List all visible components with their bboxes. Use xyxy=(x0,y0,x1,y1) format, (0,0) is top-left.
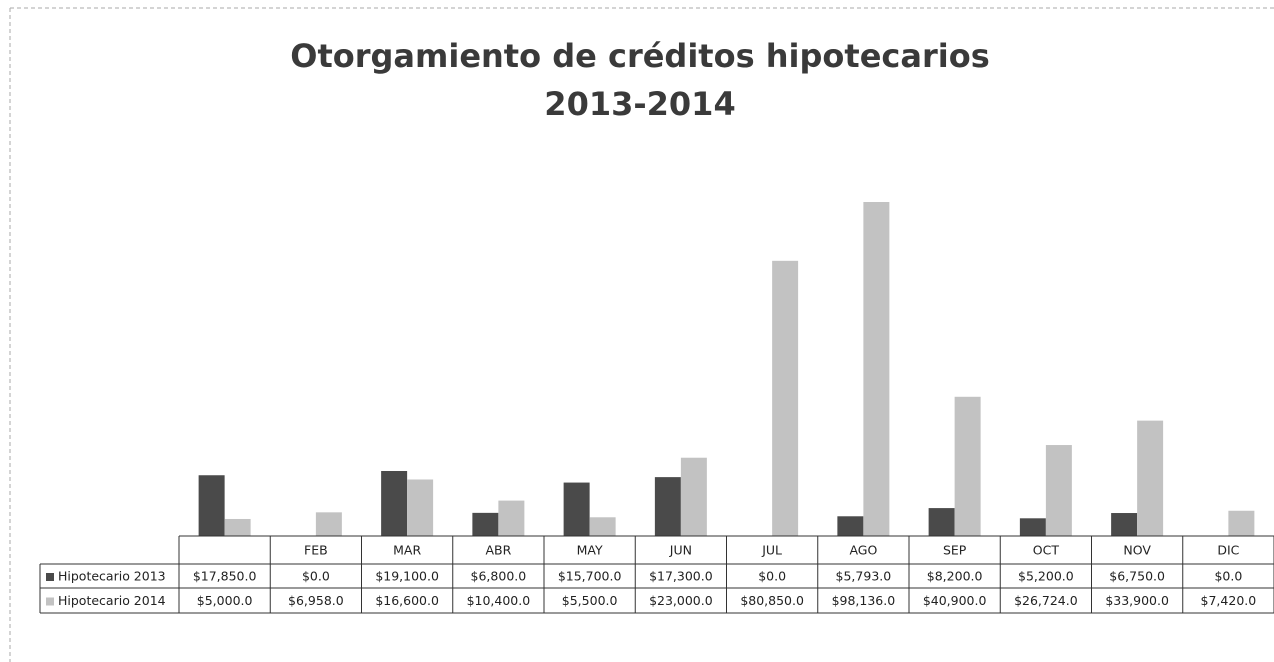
legend-swatch xyxy=(46,573,54,581)
legend-label: Hipotecario 2014 xyxy=(58,593,166,608)
category-label: MAR xyxy=(393,543,421,558)
chart-subtitle: 2013-2014 xyxy=(544,85,735,123)
bar xyxy=(654,477,681,536)
bar xyxy=(680,457,707,536)
table-value: $15,700.0 xyxy=(558,569,622,584)
table-value: $5,793.0 xyxy=(836,569,892,584)
table-value: $33,900.0 xyxy=(1105,593,1169,608)
category-label: ABR xyxy=(485,543,511,558)
bar xyxy=(772,260,799,536)
bar xyxy=(407,479,434,536)
legend-label: Hipotecario 2013 xyxy=(58,569,166,584)
table-value: $17,300.0 xyxy=(649,569,713,584)
bar xyxy=(315,512,342,536)
bar xyxy=(1137,420,1164,536)
table-value: $0.0 xyxy=(1214,569,1242,584)
table-value: $98,136.0 xyxy=(832,593,896,608)
table-value: $5,500.0 xyxy=(562,593,618,608)
category-label: JUN xyxy=(669,543,692,558)
bar xyxy=(1111,513,1138,536)
bar xyxy=(863,202,890,536)
category-label: AGO xyxy=(849,543,877,558)
category-label: MAY xyxy=(577,543,603,558)
table-value: $23,000.0 xyxy=(649,593,713,608)
bar xyxy=(1228,510,1255,536)
table-value: $80,850.0 xyxy=(740,593,804,608)
table-value: $19,100.0 xyxy=(375,569,439,584)
table-value: $0.0 xyxy=(302,569,330,584)
legend-swatch xyxy=(46,597,54,606)
category-label: FEB xyxy=(304,543,328,558)
bar xyxy=(589,517,616,536)
table-value: $26,724.0 xyxy=(1014,593,1078,608)
category-label: SEP xyxy=(943,543,967,558)
table-value: $17,850.0 xyxy=(193,569,257,584)
bar xyxy=(954,396,981,536)
category-label: OCT xyxy=(1033,543,1060,558)
category-label: DIC xyxy=(1217,543,1239,558)
table-value: $16,600.0 xyxy=(375,593,439,608)
category-label: JUL xyxy=(761,543,782,558)
bar xyxy=(928,508,955,536)
bar xyxy=(1019,518,1046,536)
bar xyxy=(381,470,408,536)
table-value: $40,900.0 xyxy=(923,593,987,608)
table-value: $7,420.0 xyxy=(1201,593,1257,608)
bar xyxy=(224,518,251,536)
bar xyxy=(498,500,525,536)
bar xyxy=(472,512,499,536)
bar xyxy=(563,482,590,536)
bar xyxy=(837,516,864,536)
table-value: $10,400.0 xyxy=(467,593,531,608)
table-value: $8,200.0 xyxy=(927,569,983,584)
table-value: $5,000.0 xyxy=(197,593,253,608)
table-value: $6,750.0 xyxy=(1109,569,1165,584)
table-value: $6,958.0 xyxy=(288,593,344,608)
table-value: $5,200.0 xyxy=(1018,569,1074,584)
category-label: NOV xyxy=(1123,543,1151,558)
bar xyxy=(198,475,225,536)
bar xyxy=(1045,445,1072,536)
table-value: $0.0 xyxy=(758,569,786,584)
chart-title: Otorgamiento de créditos hipotecarios xyxy=(290,37,990,75)
table-value: $6,800.0 xyxy=(471,569,527,584)
